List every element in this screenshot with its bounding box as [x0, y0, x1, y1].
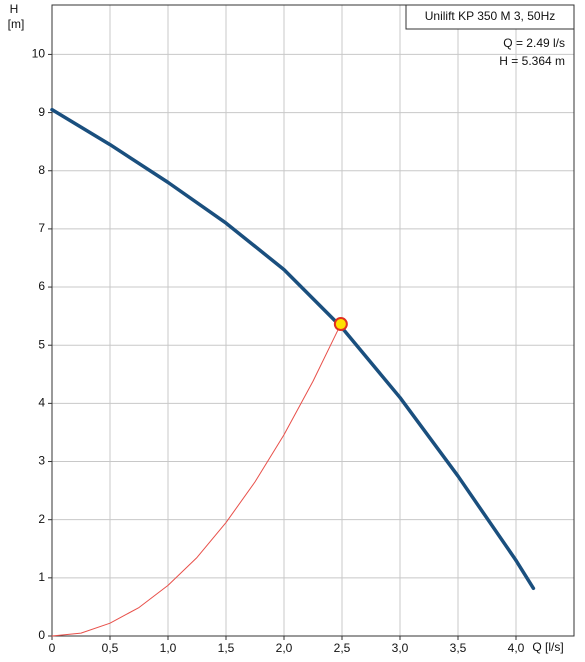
x-tick-label: 4,0 — [508, 641, 525, 655]
x-tick-label: 1,5 — [218, 641, 235, 655]
y-tick-label: 10 — [32, 47, 46, 61]
x-tick-label: 0 — [49, 641, 56, 655]
annotation: Q = 2.49 l/s — [503, 36, 565, 50]
y-axis-unit: [m] — [8, 17, 25, 31]
y-tick-label: 5 — [38, 337, 45, 351]
x-tick-label: 2,0 — [276, 641, 293, 655]
legend-box — [405, 4, 575, 30]
curve — [51, 323, 342, 637]
x-tick-label: 3,0 — [392, 641, 409, 655]
curve — [50, 107, 536, 591]
y-tick-label: 6 — [38, 279, 45, 293]
y-axis-label: H — [10, 2, 19, 16]
annotation: H = 5.364 m — [499, 54, 565, 68]
y-tick-label: 2 — [38, 512, 45, 526]
y-tick-label: 4 — [38, 396, 45, 410]
y-tick-label: 1 — [38, 570, 45, 584]
plot-frame — [51, 4, 575, 637]
x-axis-label: Q [l/s] — [532, 640, 563, 654]
y-tick-label: 9 — [38, 105, 45, 119]
operating-point — [333, 317, 348, 332]
x-tick-label: 3,5 — [450, 641, 467, 655]
x-tick-label: 2,5 — [334, 641, 351, 655]
y-tick-label: 8 — [38, 163, 45, 177]
y-tick-label: 7 — [38, 221, 45, 235]
y-tick-label: 0 — [38, 628, 45, 642]
legend-title: Unilift KP 350 M 3, 50Hz — [425, 9, 556, 23]
y-tick-label: 3 — [38, 454, 45, 468]
x-tick-label: 0,5 — [102, 641, 119, 655]
x-tick-label: 1,0 — [160, 641, 177, 655]
